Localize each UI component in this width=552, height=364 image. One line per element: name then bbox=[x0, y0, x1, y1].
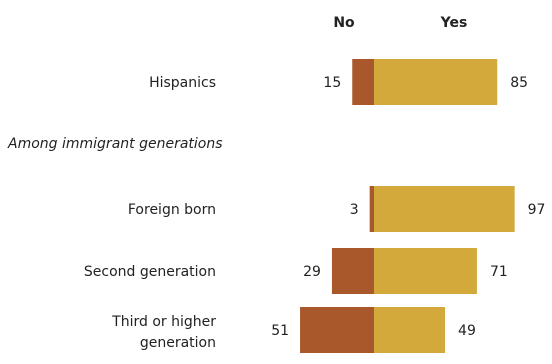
value-yes-foreign-born: 97 bbox=[528, 202, 546, 218]
bar-no-third-or-higher-generation bbox=[300, 307, 374, 353]
group-label: Among immigrant generations bbox=[7, 136, 223, 152]
header-yes: Yes bbox=[440, 15, 468, 31]
bar-yes-foreign-born bbox=[374, 186, 515, 232]
value-no-hispanics: 15 bbox=[323, 75, 341, 91]
bar-yes-second-generation bbox=[374, 248, 477, 294]
category-label-second-generation: Second generation bbox=[84, 264, 216, 280]
value-yes-second-generation: 71 bbox=[490, 264, 508, 280]
bar-no-foreign-born bbox=[369, 186, 374, 232]
value-no-foreign-born: 3 bbox=[350, 202, 359, 218]
bar-yes-hispanics bbox=[374, 59, 498, 105]
bar-no-second-generation bbox=[331, 248, 374, 294]
value-yes-hispanics: 85 bbox=[510, 75, 528, 91]
category-label-third-or-higher-generation: Third or higher generation bbox=[111, 314, 216, 351]
value-yes-third-or-higher-generation: 49 bbox=[458, 323, 476, 339]
value-no-third-or-higher-generation: 51 bbox=[271, 323, 289, 339]
header-no: No bbox=[333, 15, 355, 31]
bar-yes-third-or-higher-generation bbox=[374, 307, 446, 353]
bar-rows: Hispanics 15 85 Foreign born 3 97 Second gener… bbox=[84, 59, 546, 353]
bar-no-hispanics bbox=[352, 59, 374, 105]
category-label-foreign-born: Foreign born bbox=[128, 202, 216, 218]
category-label-hispanics: Hispanics bbox=[149, 75, 216, 91]
value-no-second-generation: 29 bbox=[303, 264, 321, 280]
